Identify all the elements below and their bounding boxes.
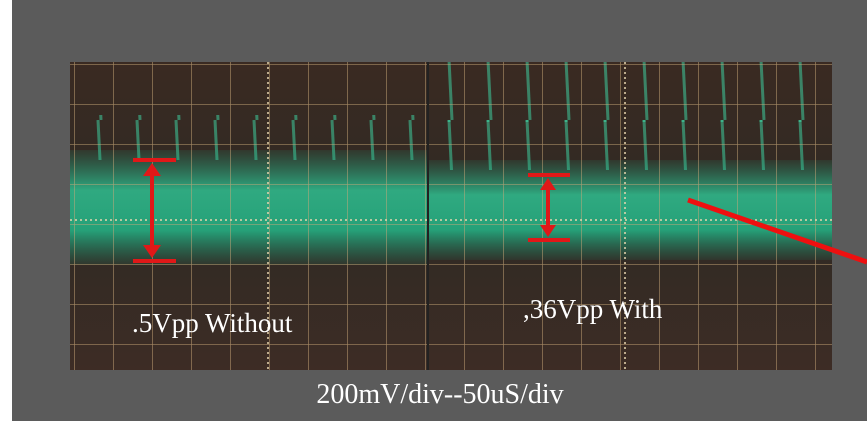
panel-label: ,36Vpp With: [523, 294, 663, 324]
pointer-line: [687, 197, 867, 265]
graticule: [70, 62, 832, 370]
right-arrow: [528, 173, 570, 242]
panel-label: .5Vpp Without: [132, 308, 293, 338]
left-arrow: [133, 158, 176, 263]
caption: 200mV/div--50uS/div: [316, 379, 563, 410]
